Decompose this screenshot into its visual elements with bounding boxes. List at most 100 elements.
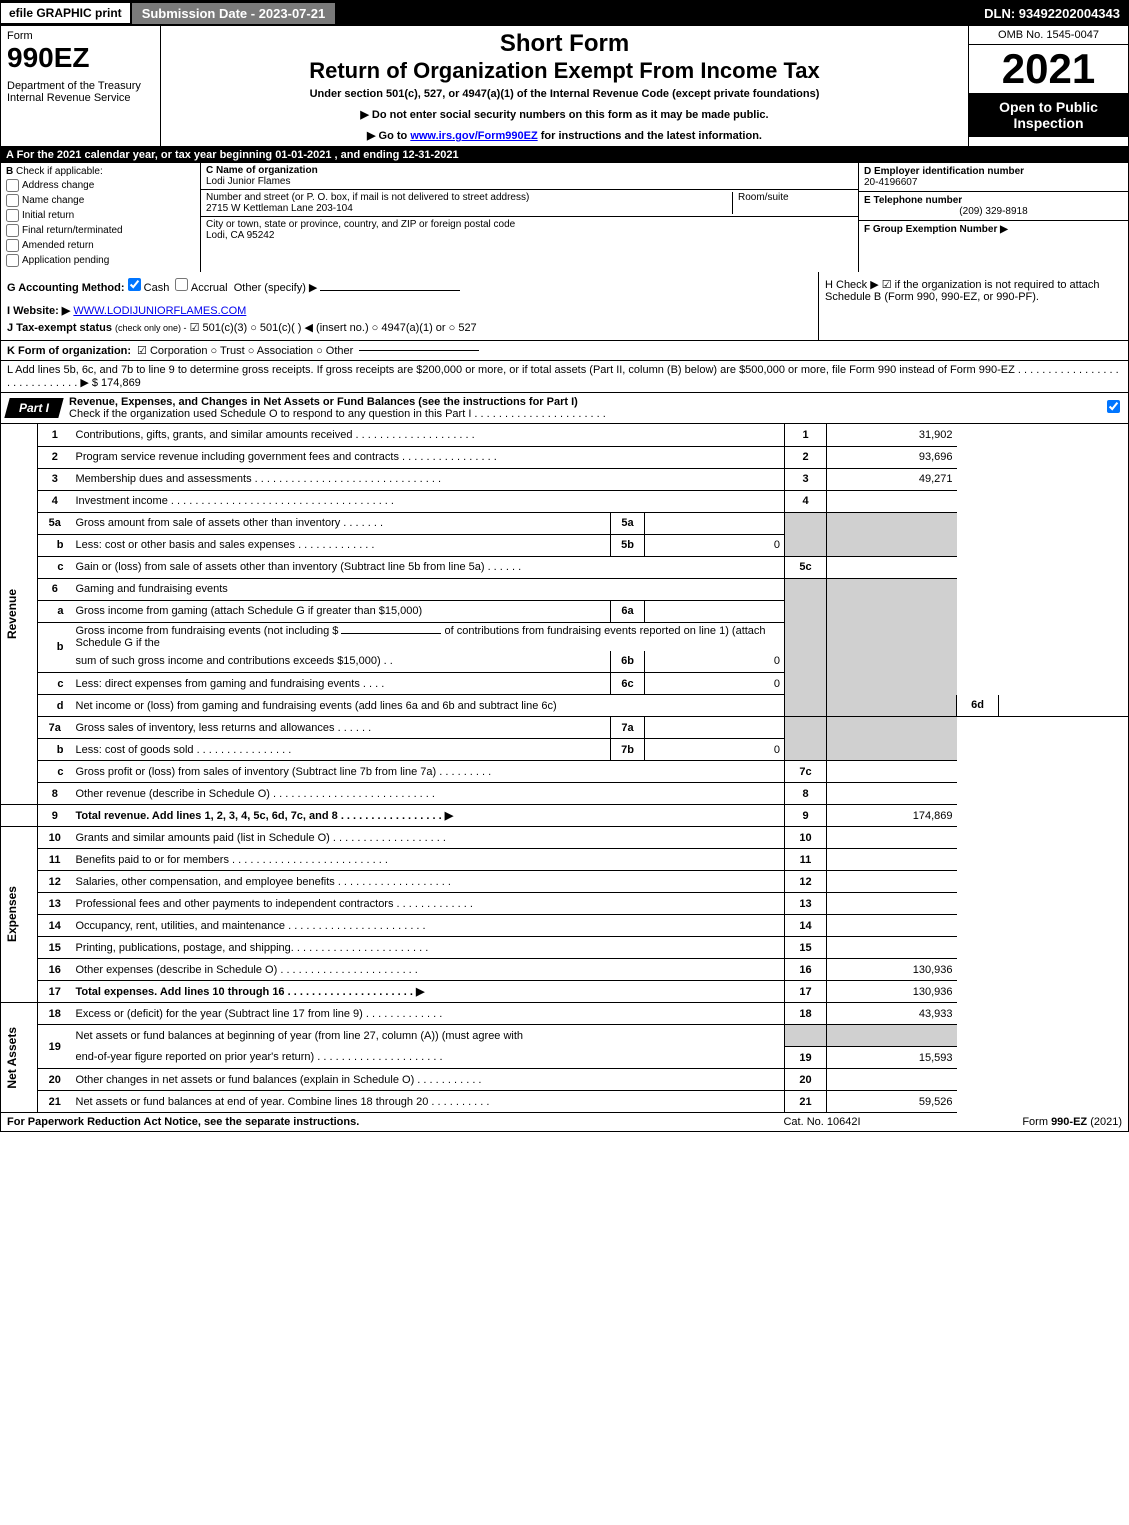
line-7c: c Gross profit or (loss) from sales of i…	[1, 761, 1129, 783]
checkbox-cash[interactable]	[128, 278, 141, 291]
line-18: Net Assets 18 Excess or (deficit) for th…	[1, 1003, 1129, 1025]
gh-row: G Accounting Method: Cash Accrual Other …	[0, 272, 1129, 341]
header-right: OMB No. 1545-0047 2021 Open to Public In…	[968, 26, 1128, 146]
checkbox-amended-return[interactable]	[6, 239, 19, 252]
line-1: Revenue 1 Contributions, gifts, grants, …	[1, 424, 1129, 446]
j-label: J Tax-exempt status	[7, 322, 112, 334]
line-14: 14 Occupancy, rent, utilities, and maint…	[1, 915, 1129, 937]
line-5b: b Less: cost or other basis and sales ex…	[1, 534, 1129, 556]
footer-cat-no: Cat. No. 10642I	[722, 1116, 922, 1128]
g-label: G Accounting Method:	[7, 282, 125, 294]
submission-date: Submission Date - 2023-07-21	[130, 3, 338, 24]
line-4: 4 Investment income . . . . . . . . . . …	[1, 490, 1129, 512]
line-9: 9 Total revenue. Add lines 1, 2, 3, 4, 5…	[1, 805, 1129, 827]
e-label: E Telephone number	[864, 195, 1123, 206]
group-exemption-row: F Group Exemption Number ▶	[859, 221, 1128, 238]
section-c: C Name of organization Lodi Junior Flame…	[201, 163, 858, 272]
tax-year: 2021	[969, 45, 1128, 93]
check-amended-return[interactable]: Amended return	[6, 239, 195, 252]
section-a: A For the 2021 calendar year, or tax yea…	[0, 147, 1129, 163]
checkbox-address-change[interactable]	[6, 179, 19, 192]
g-other: Other (specify) ▶	[234, 282, 318, 294]
b-check-label: Check if applicable:	[16, 166, 103, 177]
street-row: Number and street (or P. O. box, if mail…	[201, 190, 858, 217]
ein-row: D Employer identification number 20-4196…	[859, 163, 1128, 192]
org-name: Lodi Junior Flames	[206, 176, 853, 187]
website-link[interactable]: WWW.LODIJUNIORFLAMES.COM	[73, 305, 246, 317]
line-15: 15 Printing, publications, postage, and …	[1, 937, 1129, 959]
line-5a: 5a Gross amount from sale of assets othe…	[1, 512, 1129, 534]
checkbox-final-return[interactable]	[6, 224, 19, 237]
line-20: 20 Other changes in net assets or fund b…	[1, 1069, 1129, 1091]
line-6d: d Net income or (loss) from gaming and f…	[1, 695, 1129, 717]
part1-title: Revenue, Expenses, and Changes in Net As…	[61, 393, 1098, 423]
efile-label: efile GRAPHIC print	[1, 3, 130, 23]
phone-value: (209) 329-8918	[864, 206, 1123, 217]
line-10: Expenses 10 Grants and similar amounts p…	[1, 827, 1129, 849]
street-value: 2715 W Kettleman Lane 203-104	[206, 203, 727, 214]
checkbox-initial-return[interactable]	[6, 209, 19, 222]
open-to-public: Open to Public Inspection	[969, 93, 1128, 137]
g-other-blank	[320, 290, 460, 291]
checkbox-schedule-o[interactable]	[1107, 400, 1120, 413]
omb-number: OMB No. 1545-0047	[969, 26, 1128, 45]
city-row: City or town, state or province, country…	[201, 217, 858, 243]
org-name-row: C Name of organization Lodi Junior Flame…	[201, 163, 858, 190]
city-value: Lodi, CA 95242	[206, 230, 853, 241]
top-bar: efile GRAPHIC print Submission Date - 20…	[0, 0, 1129, 26]
return-title: Return of Organization Exempt From Incom…	[167, 58, 962, 84]
check-final-return[interactable]: Final return/terminated	[6, 224, 195, 237]
line-8: 8 Other revenue (describe in Schedule O)…	[1, 783, 1129, 805]
revenue-side-label: Revenue	[1, 424, 38, 805]
section-l: L Add lines 5b, 6c, and 7b to line 9 to …	[0, 361, 1129, 393]
line-12: 12 Salaries, other compensation, and emp…	[1, 871, 1129, 893]
info-grid: B Check if applicable: Address change Na…	[0, 163, 1129, 272]
check-initial-return[interactable]: Initial return	[6, 209, 195, 222]
l-text: L Add lines 5b, 6c, and 7b to line 9 to …	[7, 364, 1122, 389]
part1-subtitle: Check if the organization used Schedule …	[69, 408, 606, 420]
j-options: ☑ 501(c)(3) ○ 501(c)( ) ◀ (insert no.) ○…	[190, 322, 477, 334]
footer-left: For Paperwork Reduction Act Notice, see …	[7, 1116, 722, 1128]
line-6b-1: b Gross income from fundraising events (…	[1, 622, 1129, 651]
goto-link[interactable]: www.irs.gov/Form990EZ	[410, 130, 537, 142]
part1-tab: Part I	[4, 398, 63, 418]
d-label: D Employer identification number	[864, 166, 1123, 177]
goto-suffix: for instructions and the latest informat…	[541, 130, 762, 142]
street-label: Number and street (or P. O. box, if mail…	[206, 192, 727, 203]
line-21: 21 Net assets or fund balances at end of…	[1, 1091, 1129, 1113]
i-label: I Website: ▶	[7, 305, 70, 317]
form-label: Form	[7, 30, 154, 42]
checkbox-application-pending[interactable]	[6, 254, 19, 267]
footer-form-ref: Form 990-EZ (2021)	[922, 1116, 1122, 1128]
header-center: Short Form Return of Organization Exempt…	[161, 26, 968, 146]
part1-header: Part I Revenue, Expenses, and Changes in…	[0, 393, 1129, 424]
c-name-label: C Name of organization	[206, 165, 853, 176]
room-suite: Room/suite	[733, 192, 853, 214]
k-label: K Form of organization:	[7, 345, 131, 357]
check-address-change[interactable]: Address change	[6, 179, 195, 192]
h-text: H Check ▶ ☑ if the organization is not r…	[825, 279, 1100, 303]
dln: DLN: 93492202004343	[976, 3, 1128, 24]
goto-note: ▶ Go to www.irs.gov/Form990EZ for instru…	[167, 129, 962, 142]
line-7a: 7a Gross sales of inventory, less return…	[1, 717, 1129, 739]
check-application-pending[interactable]: Application pending	[6, 254, 195, 267]
line-19-1: 19 Net assets or fund balances at beginn…	[1, 1025, 1129, 1047]
part1-check	[1098, 400, 1128, 416]
g-cash: Cash	[144, 282, 170, 294]
goto-prefix: ▶ Go to	[367, 130, 410, 142]
check-name-change[interactable]: Name change	[6, 194, 195, 207]
phone-row: E Telephone number (209) 329-8918	[859, 192, 1128, 221]
j-note: (check only one) -	[115, 323, 187, 333]
b-label: B	[6, 166, 13, 177]
main-table: Revenue 1 Contributions, gifts, grants, …	[0, 424, 1129, 1113]
footer: For Paperwork Reduction Act Notice, see …	[0, 1113, 1129, 1132]
line-6a: a Gross income from gaming (attach Sched…	[1, 600, 1129, 622]
line-5c: c Gain or (loss) from sale of assets oth…	[1, 556, 1129, 578]
line-6: 6 Gaming and fundraising events	[1, 578, 1129, 600]
checkbox-accrual[interactable]	[175, 278, 188, 291]
line-19-2: end-of-year figure reported on prior yea…	[1, 1047, 1129, 1069]
line-17: 17 Total expenses. Add lines 10 through …	[1, 981, 1129, 1003]
f-label: F Group Exemption Number ▶	[864, 224, 1008, 235]
checkbox-name-change[interactable]	[6, 194, 19, 207]
line-7b: b Less: cost of goods sold . . . . . . .…	[1, 739, 1129, 761]
